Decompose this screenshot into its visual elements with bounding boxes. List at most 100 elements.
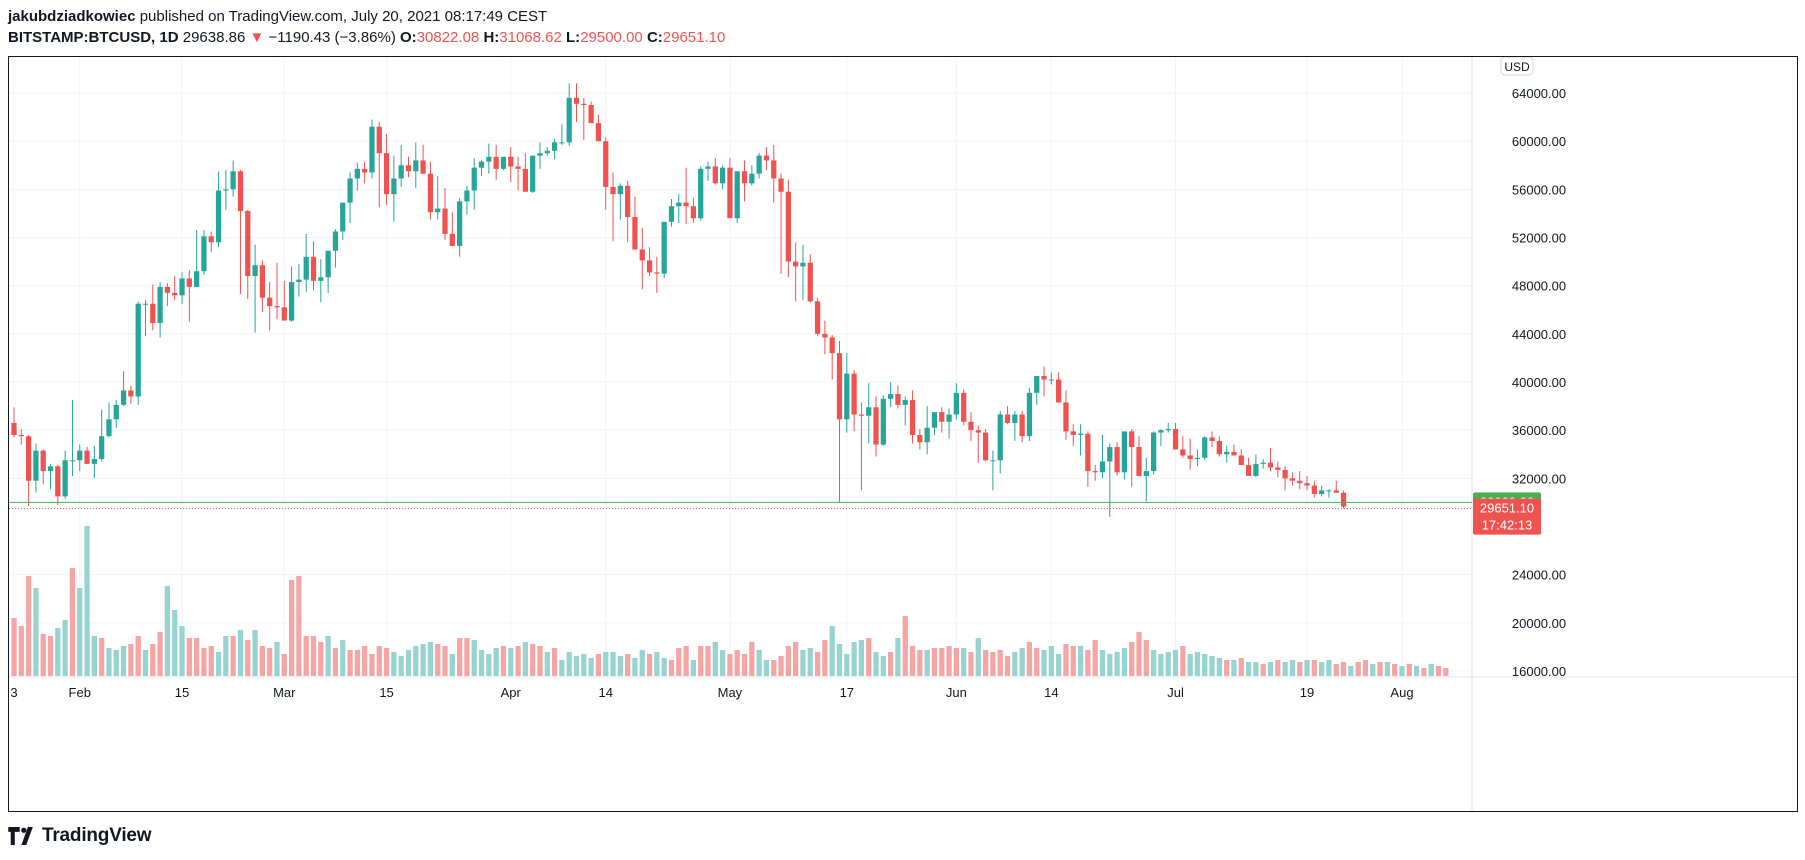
candle-body — [33, 450, 39, 481]
time-tick-label: Jul — [1167, 685, 1184, 700]
symbol-label[interactable]: BITSTAMP:BTCUSD, 1D — [8, 29, 179, 46]
volume-bar — [917, 650, 923, 676]
candle-body — [785, 191, 791, 262]
candle-body — [120, 390, 127, 405]
volume-bar — [800, 650, 806, 676]
candle-body — [179, 278, 185, 296]
volume-bar — [310, 636, 317, 676]
candle-body — [895, 394, 901, 405]
volume-bar — [559, 660, 565, 676]
candle-body — [47, 466, 54, 472]
volume-bar — [646, 654, 653, 676]
chart-frame[interactable]: 64000.00 60000.00 56000.00 52000.00 48000.00… — [8, 56, 1798, 812]
volume-bar — [632, 658, 638, 676]
volume-bar — [55, 628, 61, 676]
candle-body — [1202, 437, 1208, 458]
candle-body — [1326, 490, 1332, 492]
volume-bar — [1114, 652, 1120, 676]
candle-body — [683, 202, 689, 207]
candle-body — [150, 303, 156, 323]
time-tick-label: Mar — [273, 685, 296, 700]
low-label: L: — [566, 29, 581, 46]
volume-bar — [77, 588, 83, 676]
candle-body — [668, 206, 675, 222]
candle-body — [391, 178, 397, 195]
volume-bar — [318, 642, 324, 676]
candle-body — [515, 166, 521, 169]
close-value: 29651.10 — [662, 29, 726, 46]
tradingview-logo[interactable]: TradingView — [8, 822, 152, 850]
volume-bar — [288, 580, 295, 676]
volume-bar — [347, 650, 353, 676]
volume-bar — [1304, 660, 1310, 676]
volume-bar — [698, 646, 704, 676]
volume-bar — [325, 636, 331, 676]
volume-bar — [595, 654, 602, 676]
candle-body — [252, 265, 258, 277]
volume-bar — [566, 652, 572, 676]
candle-body — [1077, 433, 1084, 435]
volume-bar — [1224, 660, 1230, 676]
volume-bar — [909, 646, 916, 676]
volume-bar — [829, 626, 835, 676]
volume-bar — [1384, 662, 1391, 676]
volume-bar — [1260, 664, 1266, 676]
volume-bar — [1413, 666, 1420, 676]
candle-body — [449, 233, 455, 246]
candle-body — [573, 97, 580, 104]
volume-bar — [690, 660, 697, 676]
candle-body — [581, 103, 587, 106]
open-value: 30822.08 — [416, 29, 480, 46]
candle-body — [997, 414, 1003, 461]
volume-bar — [712, 642, 718, 676]
volume-bar — [763, 660, 770, 676]
volume-bar — [303, 636, 309, 676]
volume-bar — [537, 646, 543, 676]
volume-bar — [1099, 650, 1106, 676]
candle-body — [478, 161, 485, 168]
candle-body — [698, 168, 704, 219]
candle-body — [354, 168, 360, 179]
volume-bar — [1370, 664, 1376, 676]
candle-body — [530, 155, 536, 192]
volume-bar — [1136, 632, 1142, 676]
published-text: published on TradingView.com, July 20, 2… — [139, 8, 548, 25]
candle-body — [990, 460, 996, 462]
price-tick-label: 64000.00 — [1512, 86, 1566, 101]
volume-bar — [1121, 648, 1128, 676]
candle-body — [1034, 375, 1040, 393]
volume-bar — [1289, 660, 1296, 676]
volume-bar — [858, 640, 865, 676]
candle-body — [1253, 463, 1259, 476]
candle-body — [325, 250, 331, 278]
volume-bar — [1194, 652, 1201, 676]
volume-bar — [194, 638, 200, 676]
candle-body — [982, 432, 989, 461]
volume-bar — [201, 648, 207, 676]
candle-body — [1231, 451, 1237, 456]
currency-badge — [1500, 56, 1534, 76]
author-name[interactable]: jakubdziadkowiec — [8, 8, 136, 25]
volume-bar — [939, 648, 945, 676]
candle-body — [1340, 492, 1347, 507]
volume-bar — [581, 654, 587, 676]
volume-bar — [844, 654, 850, 676]
candle-body — [1019, 414, 1025, 437]
candle-body — [172, 292, 178, 296]
current-price-badge — [1473, 498, 1541, 535]
candle-body — [1063, 402, 1069, 432]
price-chart[interactable]: 64000.00 60000.00 56000.00 52000.00 48000.00… — [9, 56, 1797, 811]
volume-bar — [1406, 664, 1412, 676]
volume-bar — [427, 642, 434, 676]
price-tick-label: 52000.00 — [1512, 231, 1566, 246]
candle-body — [800, 262, 806, 267]
volume-bar — [705, 646, 711, 676]
volume-bar — [157, 632, 163, 676]
candle-body — [617, 185, 623, 195]
volume-bar — [150, 644, 156, 676]
candle-body — [267, 297, 273, 307]
volume-bar — [793, 642, 799, 676]
volume-bar — [931, 648, 938, 676]
candle-body — [939, 412, 945, 422]
volume-bar — [515, 646, 521, 676]
